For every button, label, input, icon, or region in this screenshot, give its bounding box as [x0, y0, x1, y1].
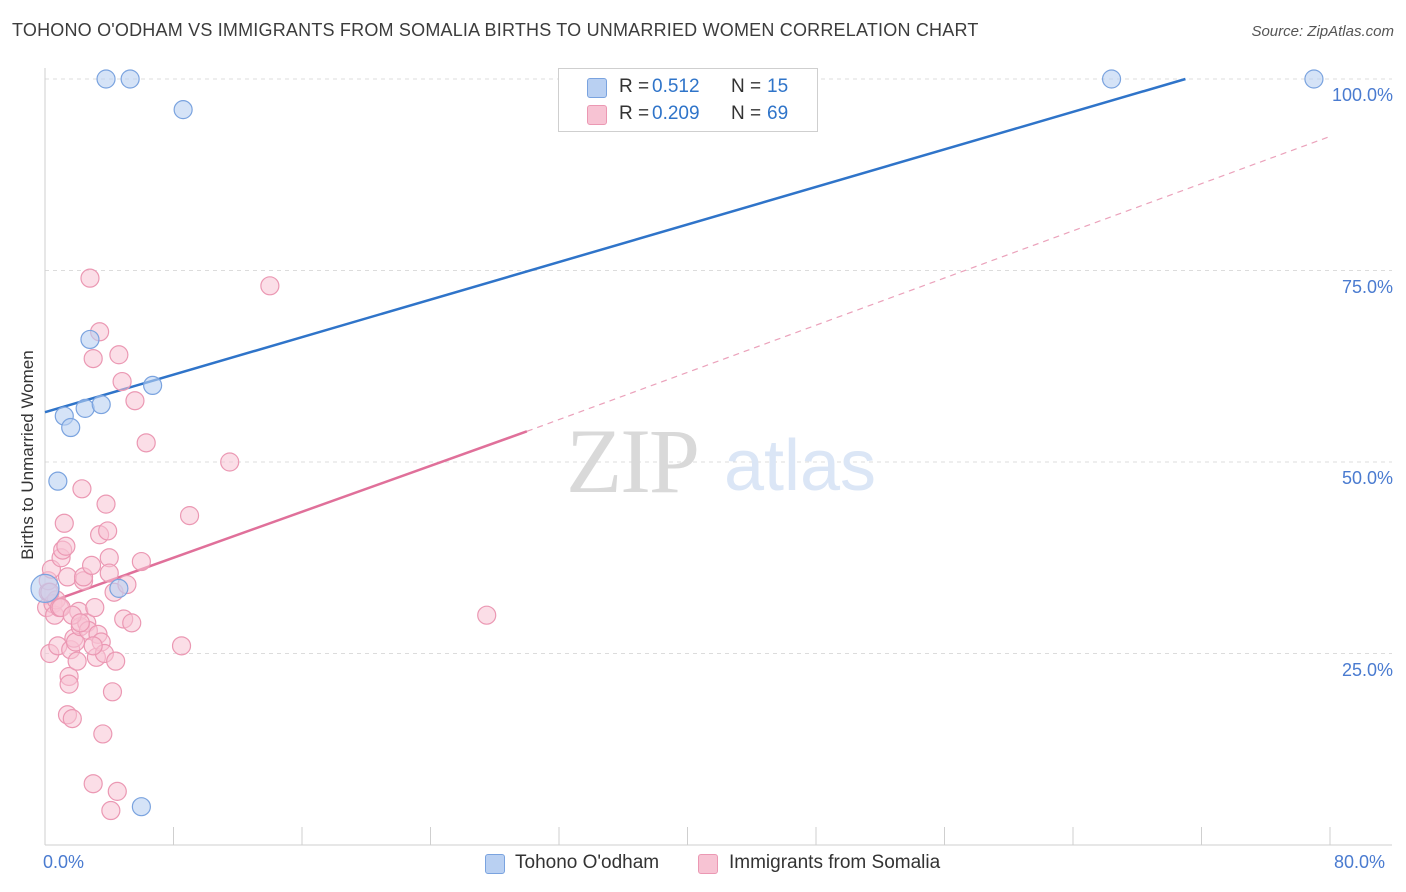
stats-legend: R = 0.512 N = 15 R = 0.209 N = 69	[558, 68, 818, 132]
point-tohono	[120, 69, 140, 89]
point-somalia	[83, 636, 103, 656]
legend-r-value: 0.512	[652, 76, 700, 97]
legend-n-value: 15	[767, 76, 789, 97]
point-somalia	[112, 371, 132, 392]
point-tohono	[131, 797, 151, 817]
point-somalia	[125, 391, 145, 411]
source-label: Source: ZipAtlas.com	[1251, 23, 1394, 40]
point-somalia	[109, 345, 129, 365]
point-tohono	[96, 69, 116, 89]
y-tick-label: 75.0%	[1341, 276, 1393, 297]
point-somalia	[62, 709, 82, 729]
point-somalia	[57, 567, 78, 587]
trendline-somalia-extension	[526, 135, 1331, 432]
legend-n-label: N =	[731, 103, 762, 124]
x-tick-label-min: 0.0%	[43, 852, 85, 872]
point-somalia	[477, 605, 497, 625]
y-tick-label: 50.0%	[1341, 468, 1393, 488]
point-somalia	[106, 651, 126, 671]
legend-n-label: N =	[731, 76, 762, 97]
legend-n-value: 69	[767, 103, 789, 124]
point-somalia	[83, 348, 103, 369]
point-tohono	[61, 417, 81, 438]
legend-swatch-blue	[587, 78, 607, 98]
point-somalia	[171, 636, 192, 656]
chart-title: TOHONO O'ODHAM VS IMMIGRANTS FROM SOMALI…	[12, 20, 979, 40]
point-tohono	[91, 394, 111, 415]
legend-r-label: R =	[619, 103, 650, 124]
point-somalia	[67, 651, 87, 671]
point-tohono	[48, 471, 68, 491]
y-axis-label: Births to Unmarried Women	[18, 350, 37, 560]
trendline-tohono	[44, 77, 1186, 414]
point-tohono	[1304, 69, 1324, 89]
point-tohono	[109, 578, 129, 598]
point-somalia	[70, 613, 90, 633]
point-somalia	[99, 563, 119, 583]
point-somalia	[85, 597, 105, 618]
point-somalia	[260, 276, 280, 296]
x-tick-label-max: 80.0%	[1334, 852, 1386, 872]
legend-r-label: R =	[619, 76, 650, 97]
point-somalia	[179, 506, 200, 526]
watermark-zip: ZIP	[566, 410, 698, 512]
y-tick-label: 100.0%	[1331, 85, 1393, 105]
point-tohono	[75, 398, 95, 418]
bottom-legend-somalia: Immigrants from Somalia	[729, 852, 941, 873]
point-somalia	[98, 521, 118, 541]
point-somalia	[56, 536, 76, 556]
point-somalia	[72, 479, 92, 499]
point-somalia	[131, 551, 151, 572]
point-somalia	[93, 724, 113, 744]
trendline-somalia	[44, 430, 528, 605]
point-somalia	[220, 452, 240, 472]
point-somalia	[101, 800, 121, 821]
point-somalia	[96, 494, 116, 514]
point-somalia	[107, 781, 127, 801]
bottom-legend-swatch-somalia	[698, 854, 718, 874]
data-points	[30, 69, 1324, 821]
watermark-atlas: atlas	[724, 426, 876, 506]
watermark: ZIP atlas	[566, 410, 876, 512]
point-somalia	[59, 674, 79, 694]
axes	[44, 68, 1392, 846]
point-tohono	[173, 100, 193, 120]
legend-r-value: 0.209	[652, 103, 700, 124]
legend-swatch-pink	[587, 105, 607, 125]
point-somalia	[54, 513, 74, 533]
y-tick-label: 25.0%	[1341, 659, 1393, 680]
bottom-legend-tohono: Tohono O'odham	[515, 852, 660, 873]
point-somalia	[83, 774, 103, 794]
point-tohono	[143, 375, 163, 395]
point-tohono	[30, 573, 60, 603]
legend-row-tohono: R = 0.512 N = 15	[559, 74, 817, 100]
point-somalia	[122, 613, 142, 633]
grid-lines	[45, 78, 1392, 654]
bottom-legend-swatch-tohono	[485, 854, 505, 874]
point-somalia	[136, 433, 156, 453]
trend-lines	[44, 77, 1331, 605]
point-tohono	[80, 329, 100, 350]
legend-row-somalia: R = 0.209 N = 69	[559, 101, 817, 127]
point-somalia	[81, 555, 102, 576]
point-tohono	[1101, 69, 1122, 89]
point-somalia	[102, 682, 123, 702]
point-somalia	[80, 268, 100, 288]
